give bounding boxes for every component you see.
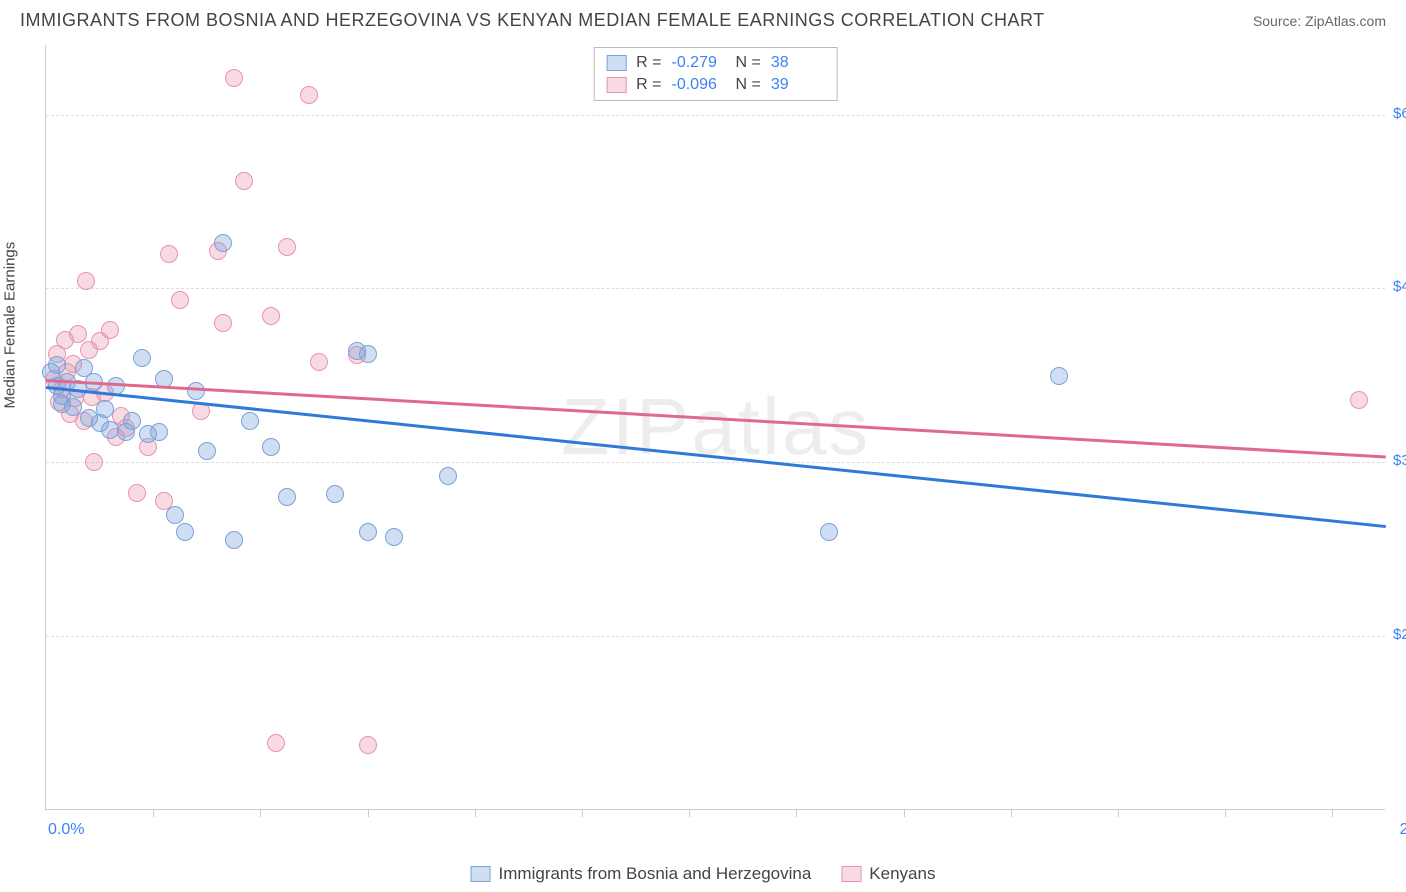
x-tick xyxy=(582,809,583,817)
n-label: N = xyxy=(736,54,761,72)
r-label: R = xyxy=(636,76,661,94)
bottom-legend: Immigrants from Bosnia and Herzegovina Ke… xyxy=(471,864,936,884)
scatter-point-bosnia xyxy=(187,382,205,400)
scatter-point-kenyans xyxy=(278,238,296,256)
y-tick-label: $35,000 xyxy=(1393,452,1406,469)
scatter-point-kenyans xyxy=(101,321,119,339)
scatter-point-bosnia xyxy=(123,412,141,430)
x-tick xyxy=(260,809,261,817)
x-tick xyxy=(475,809,476,817)
scatter-point-bosnia xyxy=(326,485,344,503)
scatter-point-bosnia xyxy=(439,467,457,485)
scatter-point-kenyans xyxy=(235,172,253,190)
scatter-point-bosnia xyxy=(214,234,232,252)
legend-label: Kenyans xyxy=(869,864,935,884)
x-tick xyxy=(904,809,905,817)
scatter-point-kenyans xyxy=(77,272,95,290)
n-value: 38 xyxy=(771,54,825,72)
stats-legend-row: R = -0.096 N = 39 xyxy=(606,74,825,96)
scatter-point-kenyans xyxy=(267,734,285,752)
gridline xyxy=(46,115,1385,116)
x-tick xyxy=(153,809,154,817)
scatter-point-bosnia xyxy=(241,412,259,430)
scatter-point-bosnia xyxy=(385,528,403,546)
n-label: N = xyxy=(736,76,761,94)
bottom-legend-item: Kenyans xyxy=(841,864,935,884)
stats-legend-row: R = -0.279 N = 38 xyxy=(606,52,825,74)
x-tick xyxy=(1332,809,1333,817)
scatter-point-bosnia xyxy=(176,523,194,541)
legend-swatch xyxy=(841,866,861,882)
legend-swatch xyxy=(606,55,626,71)
x-axis-max-label: 25.0% xyxy=(1400,821,1406,839)
scatter-point-bosnia xyxy=(150,423,168,441)
scatter-point-bosnia xyxy=(359,523,377,541)
scatter-point-kenyans xyxy=(300,86,318,104)
x-tick xyxy=(796,809,797,817)
scatter-point-kenyans xyxy=(214,314,232,332)
scatter-point-bosnia xyxy=(64,398,82,416)
gridline xyxy=(46,288,1385,289)
scatter-point-kenyans xyxy=(359,736,377,754)
y-axis-label: Median Female Earnings xyxy=(2,242,19,409)
scatter-point-bosnia xyxy=(225,531,243,549)
scatter-point-bosnia xyxy=(262,438,280,456)
n-value: 39 xyxy=(771,76,825,94)
x-tick xyxy=(1011,809,1012,817)
r-label: R = xyxy=(636,54,661,72)
scatter-point-kenyans xyxy=(310,353,328,371)
r-value: -0.279 xyxy=(672,54,726,72)
scatter-point-bosnia xyxy=(278,488,296,506)
gridline xyxy=(46,636,1385,637)
scatter-point-bosnia xyxy=(166,506,184,524)
y-tick-label: $22,500 xyxy=(1393,626,1406,643)
scatter-point-kenyans xyxy=(171,291,189,309)
scatter-point-kenyans xyxy=(225,69,243,87)
y-tick-label: $47,500 xyxy=(1393,278,1406,295)
scatter-point-kenyans xyxy=(1350,391,1368,409)
r-value: -0.096 xyxy=(672,76,726,94)
x-tick xyxy=(368,809,369,817)
scatter-point-bosnia xyxy=(96,400,114,418)
scatter-point-bosnia xyxy=(359,345,377,363)
watermark: ZIPatlas xyxy=(561,381,870,473)
y-tick-label: $60,000 xyxy=(1393,105,1406,122)
chart-plot-area: ZIPatlas R =-0.279N =38R =-0.096N =39 0.… xyxy=(45,45,1385,810)
scatter-point-kenyans xyxy=(128,484,146,502)
legend-label: Immigrants from Bosnia and Herzegovina xyxy=(499,864,812,884)
scatter-point-kenyans xyxy=(262,307,280,325)
legend-swatch xyxy=(606,77,626,93)
scatter-point-bosnia xyxy=(198,442,216,460)
scatter-point-kenyans xyxy=(85,453,103,471)
page-title: IMMIGRANTS FROM BOSNIA AND HERZEGOVINA V… xyxy=(20,10,1045,31)
gridline xyxy=(46,462,1385,463)
trendline-bosnia xyxy=(46,386,1386,528)
scatter-point-bosnia xyxy=(1050,367,1068,385)
stats-legend: R = -0.279 N = 38 R = -0.096 N = 39 xyxy=(593,47,838,101)
x-tick xyxy=(689,809,690,817)
scatter-point-kenyans xyxy=(160,245,178,263)
x-tick xyxy=(1225,809,1226,817)
scatter-point-bosnia xyxy=(133,349,151,367)
scatter-point-bosnia xyxy=(48,356,66,374)
source-label: Source: ZipAtlas.com xyxy=(1253,13,1386,29)
scatter-point-bosnia xyxy=(820,523,838,541)
bottom-legend-item: Immigrants from Bosnia and Herzegovina xyxy=(471,864,812,884)
x-tick xyxy=(1118,809,1119,817)
x-axis-min-label: 0.0% xyxy=(48,821,84,839)
legend-swatch xyxy=(471,866,491,882)
